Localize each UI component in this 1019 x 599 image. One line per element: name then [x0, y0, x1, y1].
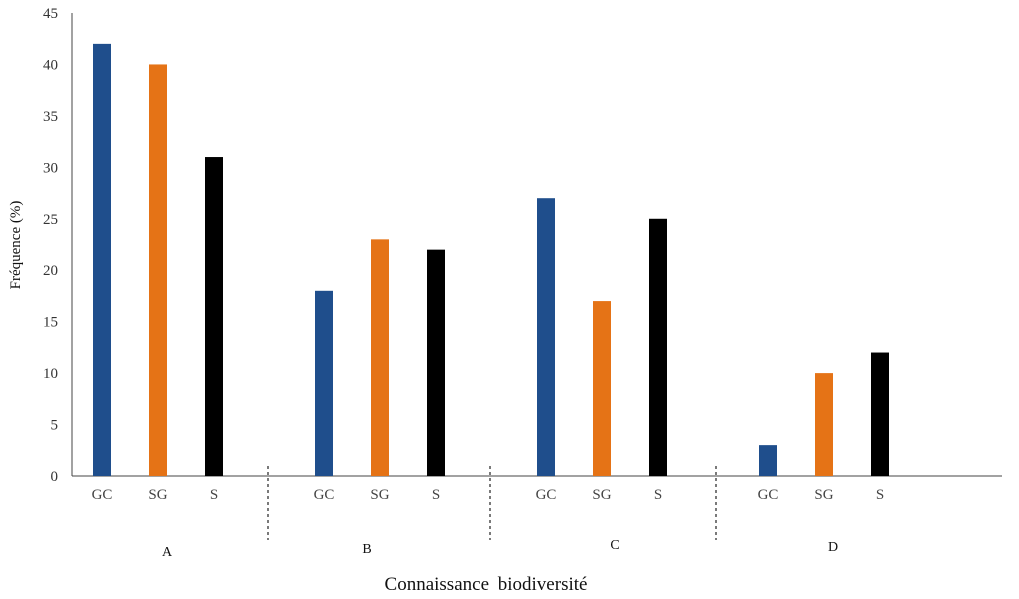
category-label: S: [432, 487, 440, 503]
y-axis-title: Fréquence (%): [8, 201, 24, 290]
y-tick-label: 35: [43, 109, 58, 125]
category-label: SG: [370, 487, 389, 503]
bar-d-s: [871, 352, 889, 476]
category-label: S: [210, 487, 218, 503]
category-label: GC: [314, 487, 335, 503]
category-labels: GC SG S GC SG S GC SG S GC SG S: [92, 487, 885, 503]
group-label-d: D: [828, 540, 838, 555]
category-label: GC: [536, 487, 557, 503]
category-label: SG: [148, 487, 167, 503]
y-tick-label: 25: [43, 212, 58, 228]
y-tick-label: 45: [43, 6, 58, 22]
y-tick-label: 40: [43, 57, 58, 73]
y-tick-label: 0: [51, 469, 59, 485]
category-label: S: [654, 487, 662, 503]
y-tick-label: 5: [51, 418, 59, 434]
bar-b-s: [427, 249, 445, 476]
bar-c-gc: [537, 198, 555, 476]
y-tick-label: 10: [43, 366, 58, 382]
category-label: S: [876, 487, 884, 503]
group-label-a: A: [162, 545, 173, 560]
y-tick-label: 30: [43, 160, 58, 176]
bar-a-sg: [149, 64, 167, 476]
bar-a-gc: [93, 43, 111, 476]
bar-c-s: [649, 218, 667, 476]
y-tick-label: 15: [43, 315, 58, 331]
bars: [93, 43, 889, 477]
group-label-c: C: [610, 538, 619, 553]
category-label: GC: [92, 487, 113, 503]
group-label-b: B: [362, 542, 371, 557]
bar-d-sg: [815, 373, 833, 476]
category-label: SG: [592, 487, 611, 503]
bar-b-gc: [315, 290, 333, 476]
x-axis-title: Connaissance biodiversité: [385, 574, 588, 595]
bar-a-s: [205, 157, 223, 477]
bar-b-sg: [371, 239, 389, 476]
category-label: GC: [758, 487, 779, 503]
group-separators: [267, 466, 717, 540]
category-label: SG: [814, 487, 833, 503]
y-tick-labels: 0 5 10 15 20 25 30 35 40 45: [43, 6, 58, 485]
group-labels: A B C D: [162, 538, 838, 560]
bar-d-gc: [759, 445, 777, 476]
bar-c-sg: [593, 301, 611, 476]
y-tick-label: 20: [43, 263, 58, 279]
